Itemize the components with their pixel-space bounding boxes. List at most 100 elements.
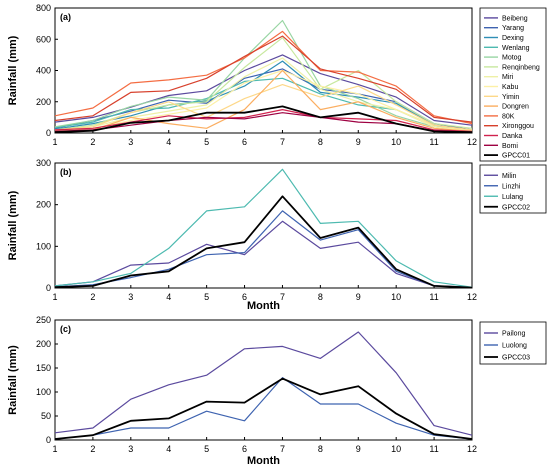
x-tick-label: 11 bbox=[429, 292, 438, 302]
x-tick-label: 12 bbox=[467, 444, 477, 454]
series-line-yimin bbox=[54, 83, 473, 131]
series-line-linzhi bbox=[54, 210, 473, 288]
y-tick-label: 150 bbox=[36, 363, 51, 373]
series-line-luolong bbox=[54, 377, 473, 440]
x-tick-label: 10 bbox=[391, 444, 401, 454]
y-tick-label: 250 bbox=[36, 315, 51, 325]
legend-label: Danka bbox=[502, 133, 522, 140]
series-line-motog bbox=[54, 19, 473, 131]
legend-label: Kabu bbox=[502, 84, 518, 91]
x-tick-label: 6 bbox=[242, 444, 247, 454]
x-tick-label: 1 bbox=[52, 137, 57, 147]
legend-label: Wenlang bbox=[502, 45, 530, 52]
y-axis-title: Rainfall (mm) bbox=[7, 190, 19, 260]
x-tick-label: 11 bbox=[429, 444, 438, 454]
legend-label: Miri bbox=[502, 74, 514, 81]
x-tick-label: 11 bbox=[429, 137, 438, 147]
y-tick-label: 200 bbox=[36, 97, 51, 107]
legend-label: Yarang bbox=[502, 25, 524, 32]
series-line-gpcc03 bbox=[54, 377, 473, 440]
y-tick-label: 400 bbox=[36, 66, 51, 76]
legend-label: Pailong bbox=[502, 331, 525, 338]
x-tick-label: 10 bbox=[391, 292, 401, 302]
y-tick-label: 100 bbox=[36, 241, 51, 251]
x-tick-label: 6 bbox=[242, 292, 247, 302]
x-tick-label: 4 bbox=[166, 444, 171, 454]
x-tick-label: 8 bbox=[318, 444, 323, 454]
x-tick-label: 9 bbox=[356, 292, 361, 302]
x-tick-label: 4 bbox=[166, 137, 171, 147]
series-line-gpcc02 bbox=[54, 195, 473, 289]
y-tick-label: 200 bbox=[36, 339, 51, 349]
legend-label: 80K bbox=[502, 113, 515, 120]
x-tick-label: 7 bbox=[280, 444, 285, 454]
plot-frame bbox=[54, 319, 473, 441]
x-tick-label: 5 bbox=[204, 444, 209, 454]
x-tick-label: 1 bbox=[52, 292, 57, 302]
x-tick-label: 9 bbox=[356, 137, 361, 147]
x-tick-label: 12 bbox=[467, 292, 477, 302]
y-tick-label: 100 bbox=[36, 387, 51, 397]
series-line-lulang bbox=[54, 168, 473, 288]
x-tick-label: 6 bbox=[242, 137, 247, 147]
y-tick-label: 300 bbox=[36, 158, 51, 168]
legend-label: Beibeng bbox=[502, 15, 528, 22]
series-line-80k bbox=[54, 30, 473, 125]
x-tick-label: 3 bbox=[128, 292, 133, 302]
y-tick-label: 50 bbox=[41, 411, 51, 421]
x-tick-label: 9 bbox=[356, 444, 361, 454]
series-line-dexing bbox=[54, 60, 473, 132]
y-axis-title: Rainfall (mm) bbox=[7, 345, 19, 415]
legend-label: Yimin bbox=[502, 94, 519, 101]
legend-box bbox=[479, 164, 547, 214]
x-tick-label: 5 bbox=[204, 137, 209, 147]
x-tick-label: 7 bbox=[280, 137, 285, 147]
series-line-pailong bbox=[54, 331, 473, 436]
legend-label: Xironggou bbox=[502, 123, 534, 130]
x-tick-label: 4 bbox=[166, 292, 171, 302]
plot-frame bbox=[54, 162, 473, 289]
x-tick-label: 8 bbox=[318, 137, 323, 147]
x-tick-label: 3 bbox=[128, 444, 133, 454]
y-tick-label: 800 bbox=[36, 3, 51, 13]
legend-label: Milin bbox=[502, 173, 516, 180]
series-line-gpcc01 bbox=[54, 105, 473, 134]
x-axis-title: Month bbox=[247, 300, 280, 312]
y-tick-label: 0 bbox=[46, 283, 51, 293]
series-line-dongren bbox=[54, 69, 473, 132]
x-tick-label: 3 bbox=[128, 137, 133, 147]
x-tick-label: 10 bbox=[391, 137, 401, 147]
legend-label: GPCC01 bbox=[502, 153, 530, 160]
series-line-danka bbox=[54, 108, 473, 132]
x-tick-label: 5 bbox=[204, 292, 209, 302]
series-line-xironggou bbox=[54, 35, 473, 123]
legend-label: Linzhi bbox=[502, 183, 521, 190]
panel-label: (b) bbox=[60, 167, 72, 177]
x-tick-label: 1 bbox=[52, 444, 57, 454]
y-tick-label: 200 bbox=[36, 200, 51, 210]
y-tick-label: 600 bbox=[36, 34, 51, 44]
panel-label: (c) bbox=[60, 324, 71, 334]
y-tick-label: 0 bbox=[46, 128, 51, 138]
legend: Beibeng Yarang Dexing Wenlang Motog Renqinben… bbox=[479, 7, 547, 162]
legend-label: Bomi bbox=[502, 143, 518, 150]
x-tick-label: 7 bbox=[280, 292, 285, 302]
legend: Pailong Luolong GPCC03 bbox=[479, 321, 547, 365]
y-tick-label: 0 bbox=[46, 435, 51, 445]
legend-label: GPCC02 bbox=[502, 204, 530, 211]
legend-label: Dexing bbox=[502, 35, 524, 42]
x-axis-title: Month bbox=[247, 455, 280, 467]
y-axis-title: Rainfall (mm) bbox=[7, 35, 19, 105]
x-tick-label: 2 bbox=[90, 292, 95, 302]
legend-label: Luolong bbox=[502, 343, 527, 350]
legend: Milin Linzhi Lulang GPCC02 bbox=[479, 164, 547, 214]
legend-label: Motog bbox=[502, 55, 522, 62]
legend-label: Renqinbeng bbox=[502, 64, 540, 71]
series-line-kabu bbox=[54, 69, 473, 132]
x-tick-label: 2 bbox=[90, 444, 95, 454]
